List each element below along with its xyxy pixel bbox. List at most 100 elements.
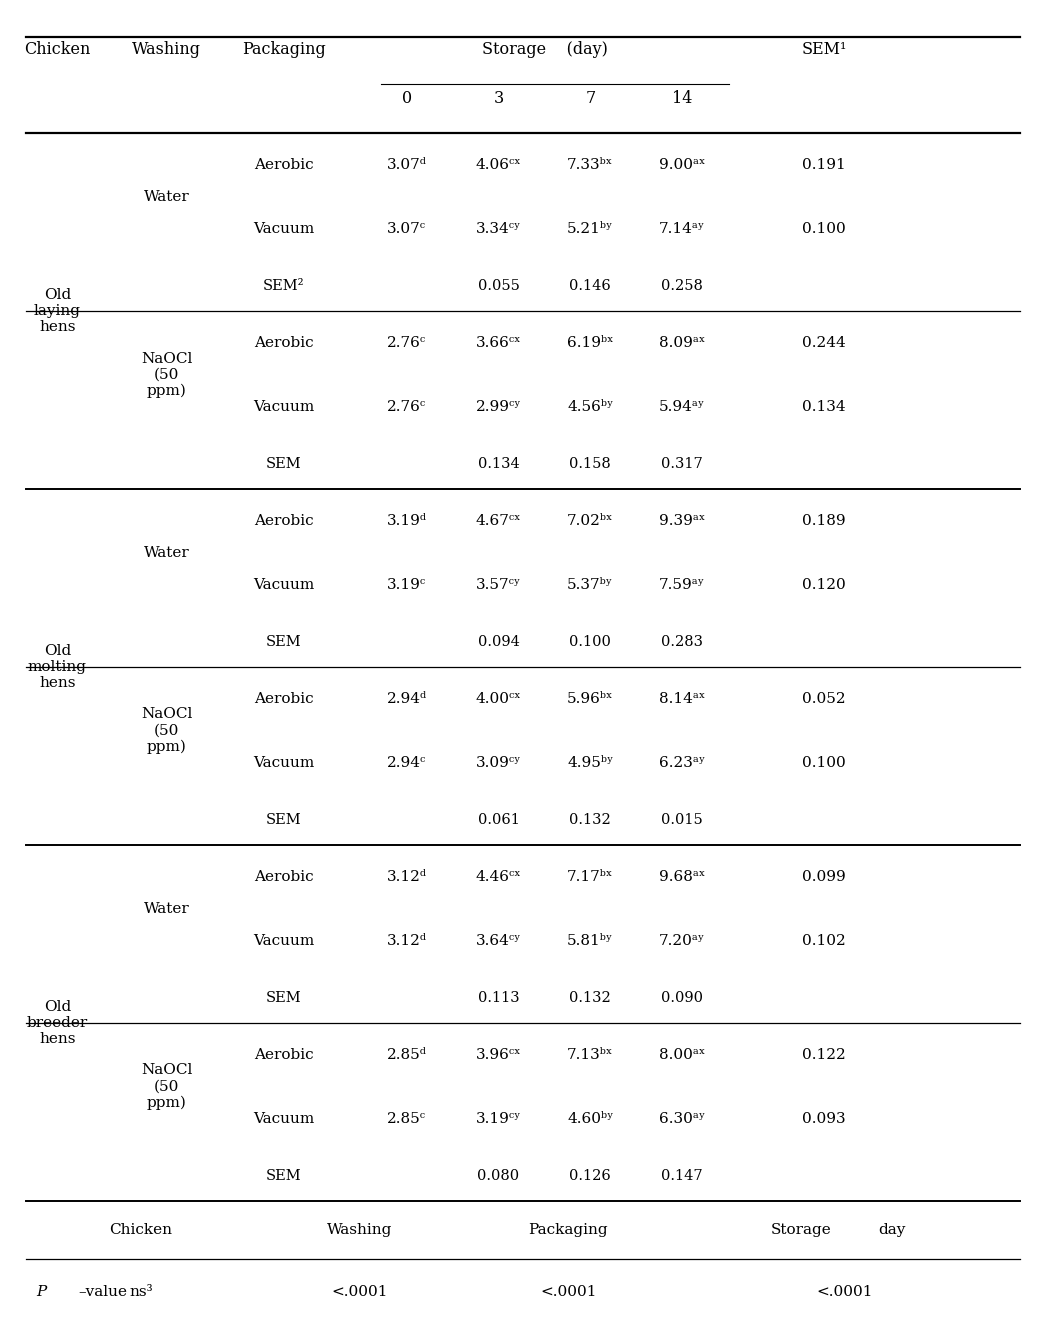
Text: 2.94ᵈ: 2.94ᵈ <box>387 692 427 706</box>
Text: ns³: ns³ <box>129 1285 152 1298</box>
Text: day: day <box>878 1223 905 1236</box>
Text: 3.19ᵈ: 3.19ᵈ <box>387 514 427 529</box>
Text: Vacuum: Vacuum <box>253 933 314 948</box>
Text: SEM: SEM <box>266 635 301 648</box>
Text: 4.95ᵇʸ: 4.95ᵇʸ <box>567 755 613 770</box>
Text: 9.00ᵃˣ: 9.00ᵃˣ <box>659 158 705 173</box>
Text: 0.100: 0.100 <box>802 221 846 236</box>
Text: 7.02ᵇˣ: 7.02ᵇˣ <box>567 514 613 529</box>
Text: 5.81ᵇʸ: 5.81ᵇʸ <box>567 933 613 948</box>
Text: SEM: SEM <box>266 457 301 471</box>
Text: 4.60ᵇʸ: 4.60ᵇʸ <box>567 1111 613 1126</box>
Text: SEM: SEM <box>266 1169 301 1182</box>
Text: 0.158: 0.158 <box>569 457 611 471</box>
Text: 5.96ᵇˣ: 5.96ᵇˣ <box>567 692 613 706</box>
Text: 2.85ᶜ: 2.85ᶜ <box>387 1111 427 1126</box>
Text: 0.132: 0.132 <box>569 991 611 1004</box>
Text: 8.14ᵃˣ: 8.14ᵃˣ <box>659 692 705 706</box>
Text: 2.94ᶜ: 2.94ᶜ <box>387 755 427 770</box>
Text: NaOCl
(50
ppm): NaOCl (50 ppm) <box>141 1064 193 1110</box>
Text: Storage    (day): Storage (day) <box>482 41 607 58</box>
Text: 4.67ᶜˣ: 4.67ᶜˣ <box>476 514 522 529</box>
Text: 0.015: 0.015 <box>661 813 703 826</box>
Text: Vacuum: Vacuum <box>253 577 314 592</box>
Text: 3.19ᶜ: 3.19ᶜ <box>387 577 427 592</box>
Text: 0.100: 0.100 <box>802 755 846 770</box>
Text: 0.122: 0.122 <box>802 1048 846 1062</box>
Text: 0.093: 0.093 <box>802 1111 846 1126</box>
Text: 7.14ᵃʸ: 7.14ᵃʸ <box>659 221 705 236</box>
Text: 0.134: 0.134 <box>802 399 846 414</box>
Text: 0.055: 0.055 <box>478 279 519 293</box>
Text: 0.120: 0.120 <box>802 577 846 592</box>
Text: 3.12ᵈ: 3.12ᵈ <box>387 870 427 884</box>
Text: Packaging: Packaging <box>529 1223 608 1236</box>
Text: Aerobic: Aerobic <box>253 870 314 884</box>
Text: 0.146: 0.146 <box>569 279 611 293</box>
Text: 2.99ᶜʸ: 2.99ᶜʸ <box>476 399 522 414</box>
Text: 0.100: 0.100 <box>569 635 611 648</box>
Text: 7.59ᵃʸ: 7.59ᵃʸ <box>659 577 705 592</box>
Text: 9.39ᵃˣ: 9.39ᵃˣ <box>659 514 705 529</box>
Text: 4.06ᶜˣ: 4.06ᶜˣ <box>476 158 522 173</box>
Text: 0: 0 <box>402 90 412 107</box>
Text: 0.132: 0.132 <box>569 813 611 826</box>
Text: Old
molting
hens: Old molting hens <box>28 643 87 691</box>
Text: 0.189: 0.189 <box>802 514 846 529</box>
Text: 3.19ᶜʸ: 3.19ᶜʸ <box>476 1111 522 1126</box>
Text: 8.00ᵃˣ: 8.00ᵃˣ <box>659 1048 705 1062</box>
Text: Aerobic: Aerobic <box>253 1048 314 1062</box>
Text: P: P <box>37 1285 47 1298</box>
Text: 0.080: 0.080 <box>478 1169 519 1182</box>
Text: 0.147: 0.147 <box>661 1169 703 1182</box>
Text: Chicken: Chicken <box>110 1223 172 1236</box>
Text: 0.244: 0.244 <box>802 336 846 351</box>
Text: 3.07ᵈ: 3.07ᵈ <box>387 158 427 173</box>
Text: 0.258: 0.258 <box>661 279 703 293</box>
Text: 4.56ᵇʸ: 4.56ᵇʸ <box>567 399 613 414</box>
Text: 2.76ᶜ: 2.76ᶜ <box>387 336 427 351</box>
Text: Aerobic: Aerobic <box>253 514 314 529</box>
Text: NaOCl
(50
ppm): NaOCl (50 ppm) <box>141 352 193 398</box>
Text: 0.099: 0.099 <box>802 870 846 884</box>
Text: Washing: Washing <box>328 1223 392 1236</box>
Text: 5.21ᵇʸ: 5.21ᵇʸ <box>567 221 613 236</box>
Text: 2.85ᵈ: 2.85ᵈ <box>387 1048 427 1062</box>
Text: 3: 3 <box>493 90 504 107</box>
Text: 3.34ᶜʸ: 3.34ᶜʸ <box>476 221 522 236</box>
Text: Washing: Washing <box>132 41 201 58</box>
Text: 0.094: 0.094 <box>478 635 519 648</box>
Text: 3.09ᶜʸ: 3.09ᶜʸ <box>476 755 522 770</box>
Text: 0.317: 0.317 <box>661 457 703 471</box>
Text: 0.191: 0.191 <box>802 158 846 173</box>
Text: 7.33ᵇˣ: 7.33ᵇˣ <box>567 158 613 173</box>
Text: 0.283: 0.283 <box>661 635 703 648</box>
Text: 0.090: 0.090 <box>661 991 703 1004</box>
Text: 0.061: 0.061 <box>478 813 519 826</box>
Text: NaOCl
(50
ppm): NaOCl (50 ppm) <box>141 708 193 754</box>
Text: Chicken: Chicken <box>24 41 91 58</box>
Text: <.0001: <.0001 <box>817 1285 873 1298</box>
Text: 9.68ᵃˣ: 9.68ᵃˣ <box>659 870 705 884</box>
Text: 3.96ᶜˣ: 3.96ᶜˣ <box>476 1048 522 1062</box>
Text: Water: Water <box>144 190 190 204</box>
Text: 6.19ᵇˣ: 6.19ᵇˣ <box>567 336 613 351</box>
Text: 3.57ᶜʸ: 3.57ᶜʸ <box>476 577 522 592</box>
Text: 7.17ᵇˣ: 7.17ᵇˣ <box>567 870 613 884</box>
Text: Vacuum: Vacuum <box>253 1111 314 1126</box>
Text: 7: 7 <box>585 90 596 107</box>
Text: Aerobic: Aerobic <box>253 158 314 173</box>
Text: 3.64ᶜʸ: 3.64ᶜʸ <box>476 933 522 948</box>
Text: 5.37ᵇʸ: 5.37ᵇʸ <box>567 577 613 592</box>
Text: SEM²: SEM² <box>263 279 305 293</box>
Text: Water: Water <box>144 546 190 560</box>
Text: 6.30ᵃʸ: 6.30ᵃʸ <box>659 1111 705 1126</box>
Text: <.0001: <.0001 <box>540 1285 597 1298</box>
Text: 7.13ᵇˣ: 7.13ᵇˣ <box>567 1048 613 1062</box>
Text: Aerobic: Aerobic <box>253 336 314 351</box>
Text: Vacuum: Vacuum <box>253 755 314 770</box>
Text: 14: 14 <box>672 90 693 107</box>
Text: 3.07ᶜ: 3.07ᶜ <box>387 221 427 236</box>
Text: 3.66ᶜˣ: 3.66ᶜˣ <box>476 336 522 351</box>
Text: 0.134: 0.134 <box>478 457 519 471</box>
